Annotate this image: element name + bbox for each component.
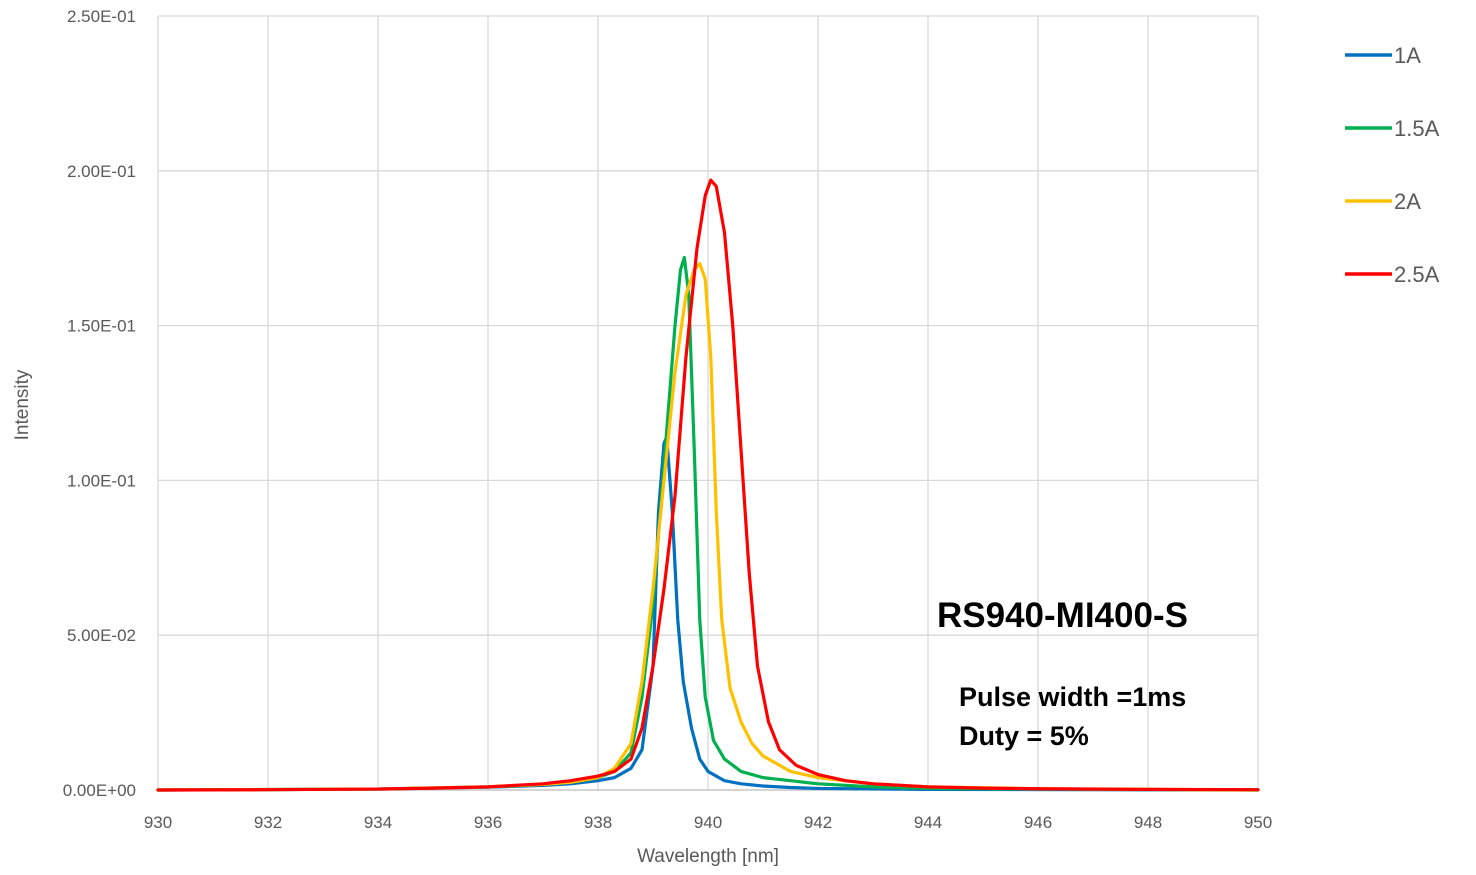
series-line-1a	[156, 435, 1260, 792]
x-tick-label: 942	[804, 813, 832, 832]
x-tick-label: 936	[474, 813, 502, 832]
x-tick-label: 948	[1134, 813, 1162, 832]
y-tick-label: 1.00E-01	[67, 471, 136, 490]
y-tick-label: 2.00E-01	[67, 162, 136, 181]
x-tick-label: 934	[364, 813, 392, 832]
legend-label: 2A	[1394, 189, 1421, 214]
x-tick-label: 938	[584, 813, 612, 832]
x-tick-label: 950	[1244, 813, 1272, 832]
annotation-title: RS940-MI400-S	[937, 596, 1188, 635]
chart-grid	[157, 15, 1259, 791]
legend-label: 1.5A	[1394, 116, 1440, 141]
annotation-duty: Duty = 5%	[959, 721, 1089, 751]
x-tick-label: 944	[914, 813, 942, 832]
x-tick-label: 946	[1024, 813, 1052, 832]
x-tick-label: 930	[144, 813, 172, 832]
x-axis-title: Wavelength [nm]	[637, 846, 779, 867]
x-tick-label: 932	[254, 813, 282, 832]
legend-label: 2.5A	[1394, 262, 1440, 287]
y-tick-label: 1.50E-01	[67, 317, 136, 336]
y-tick-label: 2.50E-01	[67, 7, 136, 26]
y-tick-label: 0.00E+00	[63, 781, 136, 800]
y-tick-labels: 0.00E+00 5.00E-02 1.00E-01 1.50E-01 2.00E-01…	[63, 7, 136, 800]
y-tick-label: 5.00E-02	[67, 626, 136, 645]
annotation-pulse-width: Pulse width =1ms	[959, 682, 1186, 712]
x-tick-label: 940	[694, 813, 722, 832]
y-axis-title: Intensity	[12, 369, 33, 440]
series-line-2-5a	[156, 178, 1260, 792]
legend: 1A 1.5A 2A 2.5A	[1345, 43, 1440, 287]
series-lines	[156, 178, 1260, 792]
legend-label: 1A	[1394, 43, 1421, 68]
x-tick-labels: 930 932 934 936 938 940 942 944 946 948 950	[144, 813, 1272, 832]
